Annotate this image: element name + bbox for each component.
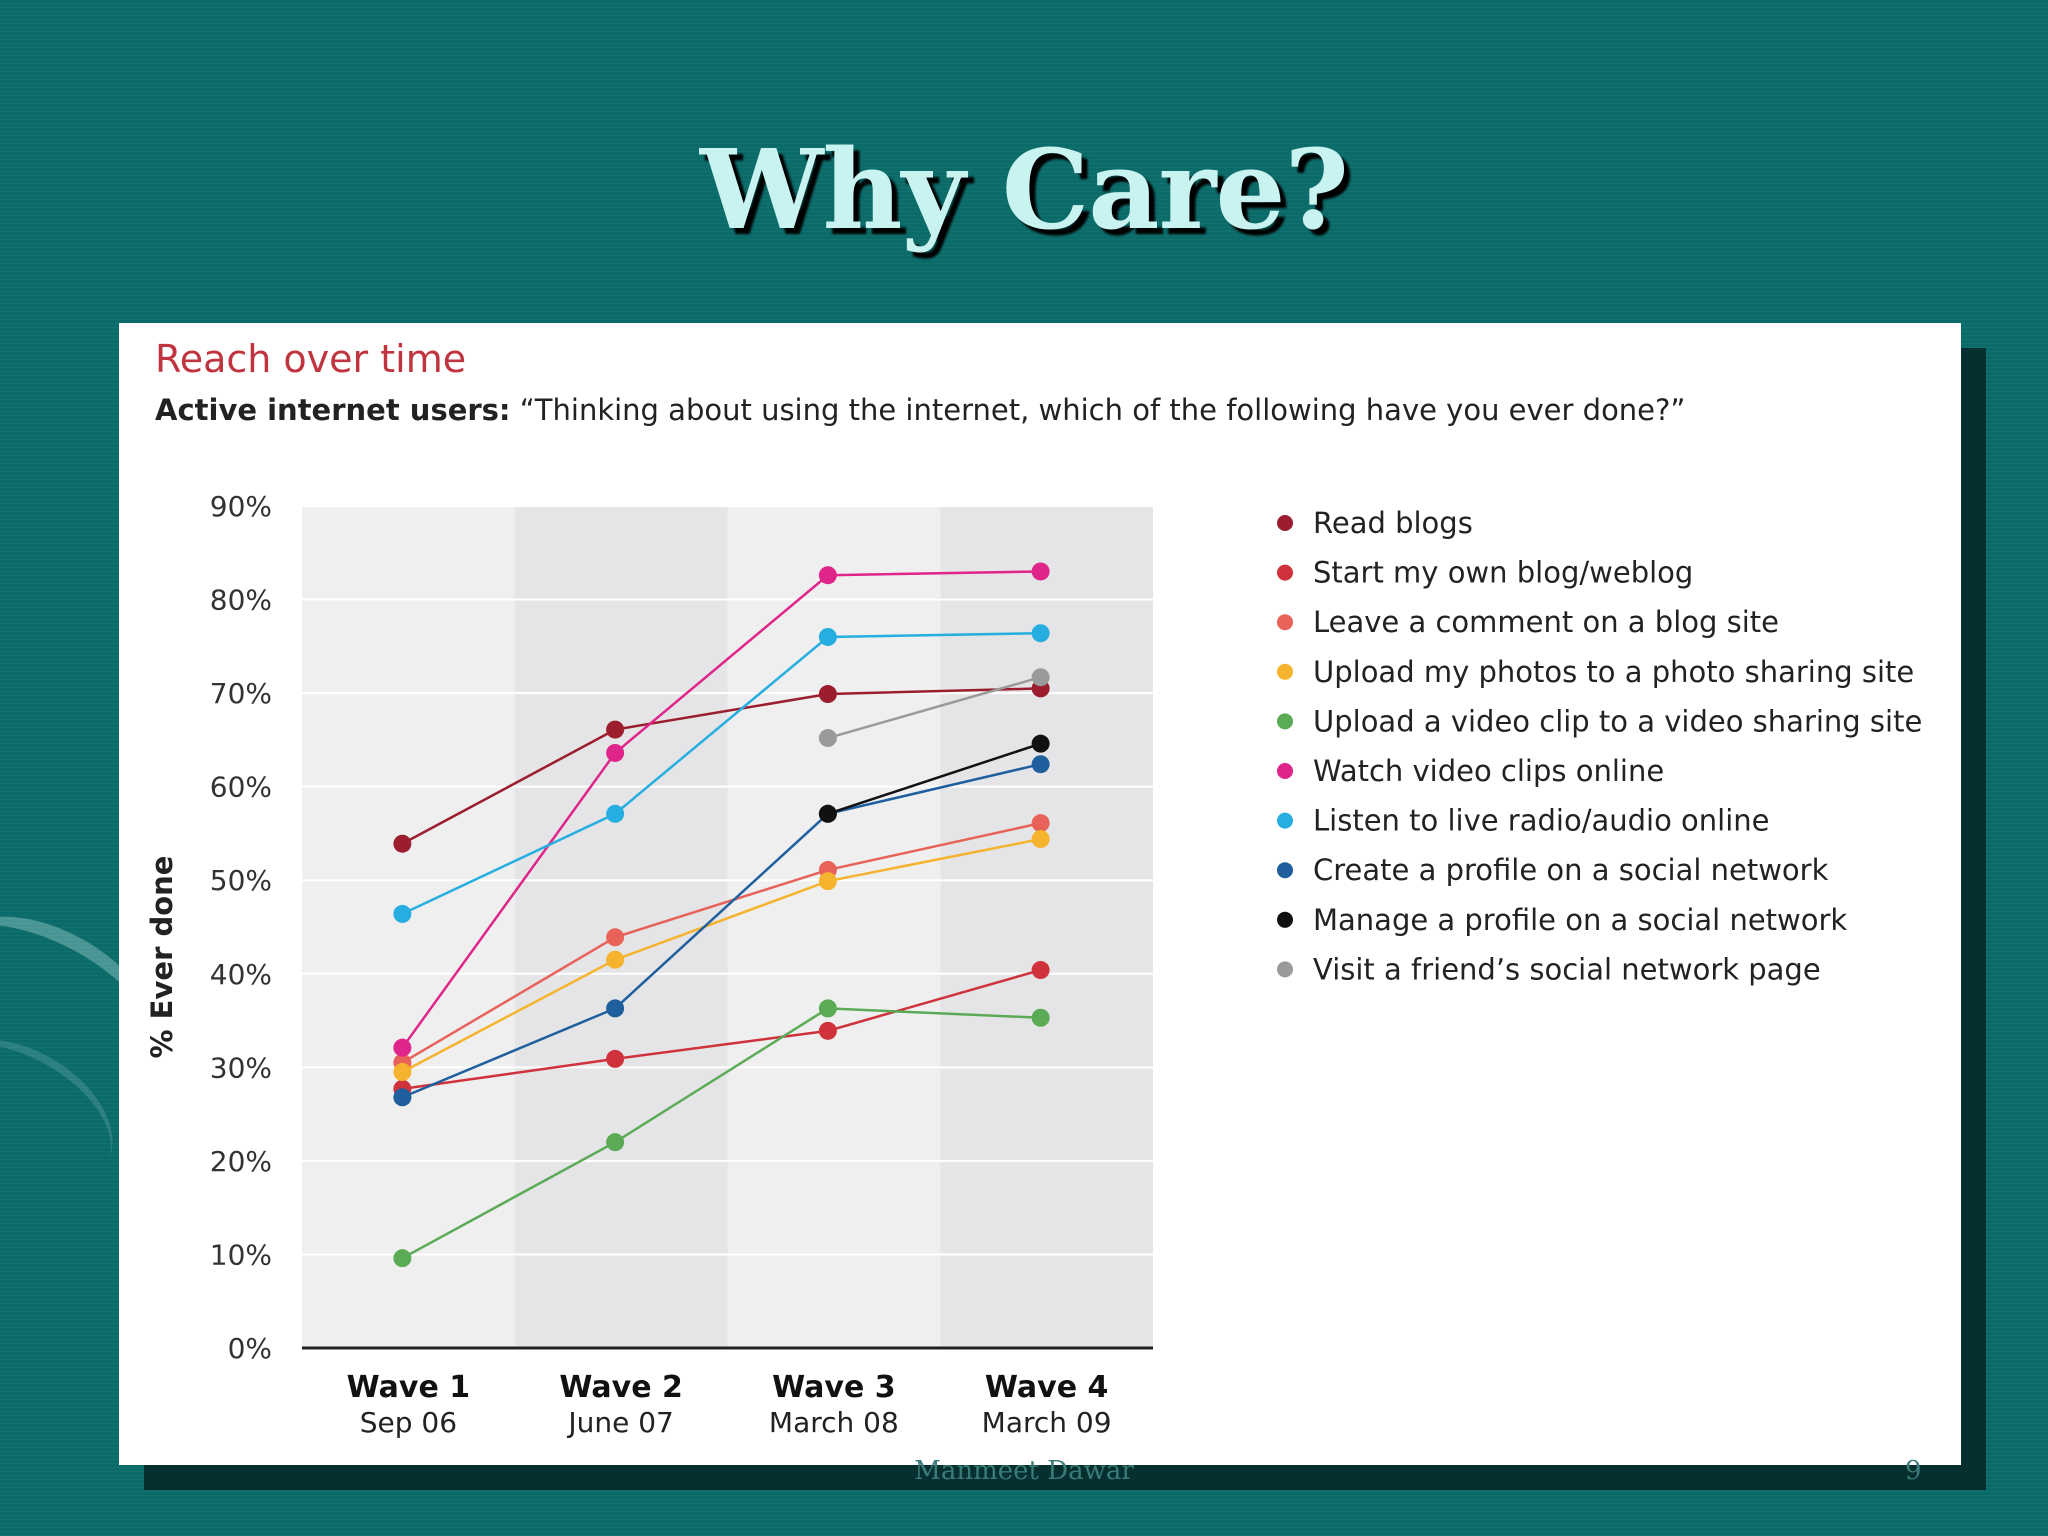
y-tick-label: 80% [210, 584, 272, 617]
legend-marker [1277, 614, 1293, 631]
y-tick-label: 90% [210, 490, 272, 523]
x-tick-date: March 08 [769, 1406, 899, 1439]
data-point [1031, 562, 1050, 581]
legend-label: Listen to live radio/audio online [1313, 804, 1770, 838]
legend-marker [1277, 564, 1293, 581]
y-tick-label: 60% [210, 771, 272, 804]
data-point [818, 804, 837, 823]
data-point [393, 1038, 412, 1057]
data-point [1031, 1008, 1050, 1027]
legend-label: Visit a friend’s social network page [1313, 952, 1821, 986]
data-point [606, 999, 625, 1018]
series-line [402, 968, 1041, 1091]
data-point [818, 1021, 837, 1040]
data-point [393, 834, 412, 853]
legend-label: Manage a profile on a social network [1313, 903, 1847, 937]
series-line [401, 762, 1041, 1099]
legend-marker [1277, 911, 1293, 928]
data-point [606, 743, 625, 762]
legend-marker [1277, 663, 1293, 680]
legend-marker [1277, 961, 1293, 978]
data-point [818, 566, 837, 585]
x-tick-label: Wave 1 [347, 1370, 471, 1405]
plot-band [302, 506, 515, 1348]
legend-label: Leave a comment on a blog site [1313, 605, 1779, 639]
data-point [393, 904, 412, 923]
legend-marker [1277, 812, 1293, 829]
series-line [401, 687, 1041, 845]
legend-label: Upload my photos to a photo sharing site [1313, 655, 1914, 689]
data-point [1031, 814, 1050, 833]
series-line [401, 1007, 1041, 1260]
x-tick-date: Sep 06 [360, 1406, 457, 1439]
data-point [393, 1088, 412, 1107]
data-point [818, 627, 837, 646]
data-point [818, 872, 837, 891]
data-point [818, 685, 837, 704]
x-tick-label: Wave 3 [772, 1370, 896, 1405]
series-line [827, 676, 1041, 740]
legend-marker [1277, 713, 1293, 730]
y-tick-label: 20% [210, 1145, 272, 1178]
legend-label: Create a profile on a social network [1313, 853, 1829, 887]
series-line [401, 631, 1041, 916]
legend-marker [1277, 862, 1293, 879]
data-point [606, 720, 625, 739]
data-point [606, 928, 625, 947]
data-point [606, 1133, 625, 1152]
plot-band [940, 506, 1153, 1348]
y-tick-label: 40% [210, 958, 272, 991]
series-line [401, 570, 1041, 1049]
data-point [606, 1049, 625, 1068]
data-point [606, 950, 625, 969]
chart-subtitle-bold: Active internet users: [155, 393, 511, 427]
plot-band [514, 506, 728, 1348]
line-chart: 0% 10% 20% 30% 40% 50% 60% 70% 80% 90% % Ever done… [145, 490, 1922, 1439]
series-line [401, 837, 1041, 1074]
chart-panel: Reach over time Active internet users: “… [119, 323, 1961, 1465]
legend-marker [1277, 763, 1293, 779]
x-tick-date: March 09 [982, 1406, 1112, 1439]
slide-page-number: 9 [1905, 1456, 1922, 1486]
legend-label: Watch video clips online [1313, 754, 1664, 788]
x-tick-date: June 07 [566, 1406, 674, 1439]
x-tick-label: Wave 2 [559, 1370, 683, 1405]
legend-marker [1277, 515, 1293, 531]
data-point [393, 1249, 412, 1268]
x-tick-label: Wave 4 [985, 1370, 1109, 1405]
data-point [1031, 830, 1050, 849]
chart-subtitle: Active internet users: “Thinking about u… [155, 393, 1685, 427]
chart-title: Reach over time [155, 337, 467, 381]
plot-band [727, 506, 941, 1348]
y-tick-label: 50% [210, 864, 272, 897]
series-line [827, 742, 1042, 815]
data-point [1031, 755, 1050, 774]
legend-label: Read blogs [1313, 506, 1473, 540]
data-point [393, 1063, 412, 1082]
y-axis-title: % Ever done [145, 856, 179, 1059]
y-tick-label: 10% [210, 1238, 272, 1271]
slide-footer: Manmeet Dawar [914, 1456, 1134, 1486]
data-point [1031, 961, 1050, 980]
data-point [606, 804, 625, 823]
data-point [1031, 668, 1050, 687]
data-point [1031, 624, 1050, 643]
data-point [818, 729, 837, 748]
chart-subtitle-question: “Thinking about using the internet, whic… [510, 393, 1686, 427]
data-point [1031, 734, 1050, 753]
legend-label: Start my own blog/weblog [1313, 556, 1693, 590]
y-tick-label: 30% [210, 1051, 272, 1084]
series-line [401, 821, 1041, 1064]
slide-title: Why Care? [700, 125, 1349, 254]
y-tick-label: 70% [210, 677, 272, 710]
data-point [818, 999, 837, 1018]
legend-label: Upload a video clip to a video sharing s… [1313, 704, 1922, 738]
y-tick-label: 0% [228, 1332, 272, 1365]
